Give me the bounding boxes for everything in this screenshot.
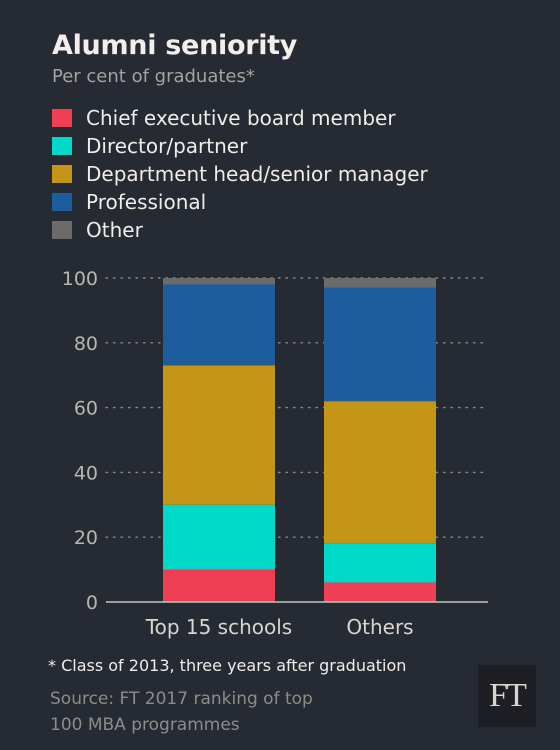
footnote: * Class of 2013, three years after gradu… xyxy=(48,656,407,675)
bar-segment xyxy=(163,504,275,570)
legend-item-professional: Professional xyxy=(52,188,428,216)
bar-segment xyxy=(163,284,275,366)
bar-segment xyxy=(163,365,275,505)
legend-item-other: Other xyxy=(52,216,428,244)
y-tick-label: 20 xyxy=(74,527,98,549)
legend-label: Other xyxy=(86,218,143,242)
legend-label: Professional xyxy=(86,190,207,214)
legend-item-director: Director/partner xyxy=(52,132,428,160)
legend: Chief executive board member Director/pa… xyxy=(52,104,428,244)
y-tick-label: 40 xyxy=(74,462,98,484)
bar-segment xyxy=(324,543,436,583)
source-line-2: 100 MBA programmes xyxy=(50,715,240,735)
legend-label: Chief executive board member xyxy=(86,106,396,130)
y-tick-label: 100 xyxy=(62,268,98,290)
legend-label: Department head/senior manager xyxy=(86,162,428,186)
legend-swatch xyxy=(52,193,72,211)
source-note: Source: FT 2017 ranking of top 100 MBA p… xyxy=(50,686,380,738)
y-tick-label: 80 xyxy=(74,333,98,355)
chart-subtitle: Per cent of graduates* xyxy=(52,66,255,87)
legend-swatch xyxy=(52,221,72,239)
legend-item-chief-executive: Chief executive board member xyxy=(52,104,428,132)
chart-title: Alumni seniority xyxy=(52,30,298,61)
stacked-bar-chart: 0 20 40 60 80 100 Top 15 schools Others xyxy=(62,268,489,639)
bar-segment xyxy=(324,582,436,602)
bar-segment xyxy=(324,401,436,544)
legend-swatch xyxy=(52,109,72,127)
y-tick-label: 0 xyxy=(86,592,98,614)
legend-item-department-head: Department head/senior manager xyxy=(52,160,428,188)
ft-logo: FT xyxy=(478,665,536,727)
bar-segment xyxy=(324,287,436,402)
legend-swatch xyxy=(52,165,72,183)
bar-segment xyxy=(163,278,275,285)
x-category-label: Others xyxy=(346,615,413,639)
legend-label: Director/partner xyxy=(86,134,248,158)
y-tick-label: 60 xyxy=(74,398,98,420)
bar-segment xyxy=(324,278,436,288)
source-line-1: Source: FT 2017 ranking of top xyxy=(50,689,313,709)
bar-segment xyxy=(163,569,275,602)
x-category-label: Top 15 schools xyxy=(145,615,292,639)
legend-swatch xyxy=(52,137,72,155)
